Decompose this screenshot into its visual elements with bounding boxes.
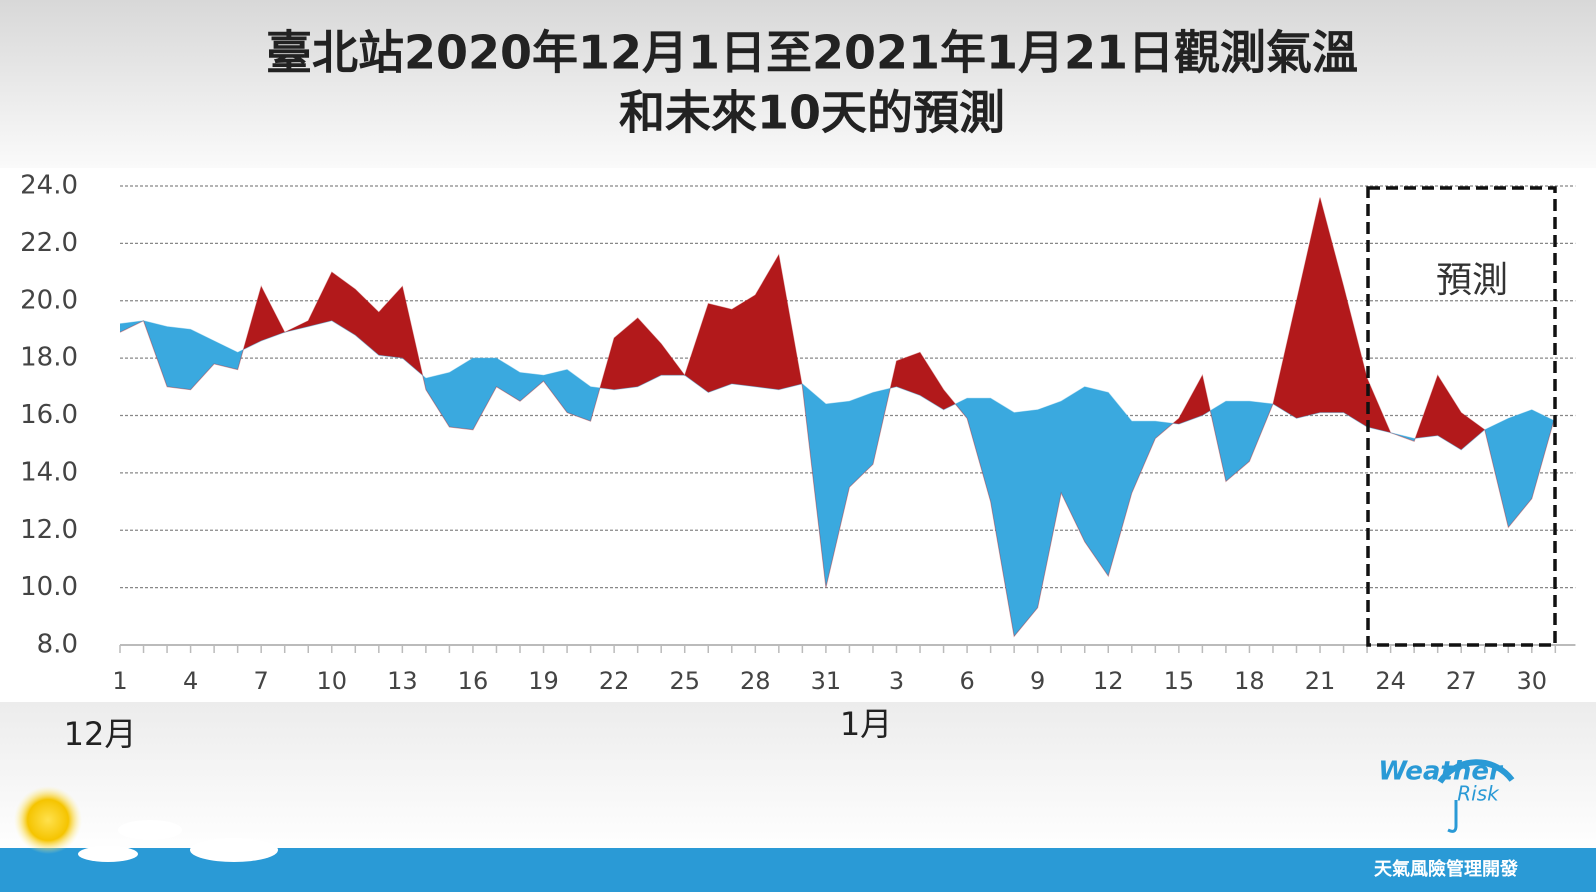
logo-hook — [1447, 800, 1458, 833]
x-tick-label: 15 — [1164, 667, 1195, 695]
logo-tagline: 天氣風險管理開發 — [1374, 858, 1519, 880]
cloud-icon — [78, 846, 138, 862]
x-tick-label: 18 — [1234, 667, 1265, 695]
annotation: 預測 — [1436, 260, 1508, 301]
x-tick-label: 16 — [458, 667, 489, 695]
y-tick-label: 18.0 — [20, 343, 78, 373]
month-label: 12月 — [64, 715, 137, 753]
y-tick-label: 8.0 — [37, 630, 78, 660]
x-tick-label: 24 — [1375, 667, 1406, 695]
x-tick-label: 3 — [889, 667, 904, 695]
x-tick-label: 27 — [1446, 667, 1477, 695]
y-tick-label: 22.0 — [20, 228, 78, 258]
logo-text: Weather — [1378, 757, 1504, 787]
logo-arc — [1437, 759, 1515, 784]
logo-text: Risk — [1457, 782, 1500, 806]
y-tick-label: 14.0 — [20, 457, 78, 487]
chart-subtitle: 和未來10天的預測 — [619, 86, 1005, 140]
x-tick-label: 31 — [811, 667, 842, 695]
month-label: 1月 — [840, 705, 892, 743]
x-tick-label: 9 — [1030, 667, 1045, 695]
x-tick-label: 25 — [669, 667, 700, 695]
x-tick-label: 6 — [959, 667, 974, 695]
y-tick-label: 24.0 — [20, 171, 78, 201]
x-tick-label: 21 — [1305, 667, 1336, 695]
cloud-icon — [118, 820, 182, 840]
x-tick-label: 1 — [112, 667, 127, 695]
x-tick-label: 22 — [599, 667, 630, 695]
x-tick-label: 13 — [387, 667, 418, 695]
x-tick-label: 10 — [316, 667, 347, 695]
line-reference — [119, 320, 1556, 451]
y-tick-label: 10.0 — [20, 572, 78, 602]
x-tick-label: 7 — [254, 667, 269, 695]
header-band — [0, 0, 1596, 168]
footer-band — [0, 702, 1596, 852]
sun-icon — [14, 786, 82, 854]
y-tick-label: 20.0 — [20, 285, 78, 315]
cloud-icon — [190, 838, 278, 862]
line-observed — [119, 197, 1556, 638]
y-tick-label: 12.0 — [20, 515, 78, 545]
x-tick-label: 28 — [740, 667, 771, 695]
y-tick-label: 16.0 — [20, 400, 78, 430]
chart-title: 臺北站2020年12月1日至2021年1月21日觀測氣溫 — [266, 26, 1358, 80]
x-tick-label: 30 — [1517, 667, 1548, 695]
x-tick-label: 19 — [528, 667, 559, 695]
x-tick-label: 4 — [183, 667, 198, 695]
x-tick-label: 12 — [1093, 667, 1124, 695]
forecast-box — [1366, 186, 1557, 647]
